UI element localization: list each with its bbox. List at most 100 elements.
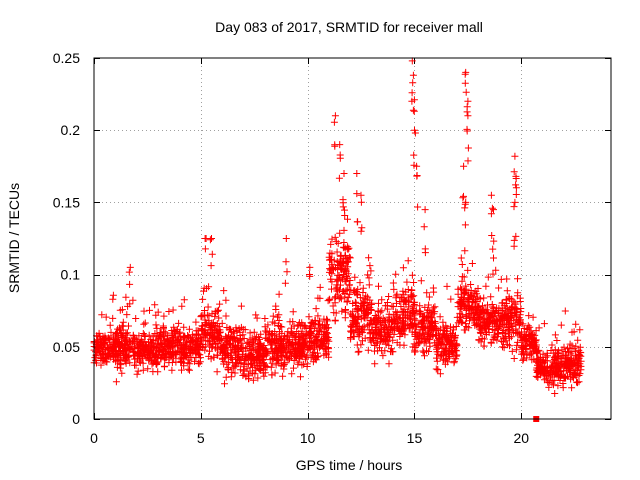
data-point: [206, 347, 213, 355]
x-tick-labels: 0 5 10 15 20: [90, 430, 529, 446]
data-point: [402, 309, 410, 317]
data-point: [461, 204, 469, 212]
data-point: [261, 315, 269, 322]
data-point: [271, 319, 279, 327]
data-point: [566, 344, 574, 352]
data-point: [314, 320, 322, 328]
data-point: [340, 226, 348, 234]
data-point: [161, 340, 169, 348]
data-point: [425, 293, 433, 301]
data-point: [200, 284, 208, 292]
data-point: [294, 345, 302, 353]
data-point: [109, 344, 116, 352]
data-point: [409, 71, 417, 79]
data-point: [385, 360, 393, 368]
data-point: [439, 323, 447, 331]
data-point: [332, 285, 340, 293]
data-point: [358, 300, 366, 307]
data-point: [321, 323, 329, 331]
y-axis-label: SRMTID / TECUs: [6, 183, 22, 293]
data-point: [464, 112, 472, 120]
data-point: [544, 378, 552, 386]
data-point: [228, 343, 236, 351]
data-points: [90, 57, 585, 422]
data-point: [387, 348, 394, 356]
data-point: [506, 342, 513, 350]
data-point: [369, 329, 377, 337]
data-point: [480, 335, 488, 343]
data-point: [468, 260, 476, 267]
data-point: [397, 303, 405, 310]
plot-frame: [93, 57, 612, 420]
data-point: [362, 309, 370, 317]
data-point: [254, 339, 262, 347]
data-point: [151, 301, 159, 309]
data-point: [449, 324, 457, 332]
data-point: [330, 118, 338, 126]
data-point: [511, 198, 519, 206]
data-point: [326, 265, 334, 273]
data-point: [463, 103, 471, 111]
x-tick-label: 0: [90, 430, 98, 446]
data-point: [241, 326, 249, 334]
data-point: [483, 306, 491, 314]
data-point: [332, 238, 340, 246]
data-point: [389, 336, 397, 344]
data-point: [325, 337, 333, 345]
data-point: [333, 248, 341, 256]
data-point: [337, 295, 345, 303]
data-point: [340, 244, 348, 252]
data-point: [390, 285, 398, 293]
data-point: [353, 170, 361, 177]
data-point: [211, 312, 219, 320]
data-point: [514, 275, 521, 283]
data-point: [347, 328, 355, 336]
data-point: [359, 328, 367, 336]
data-point: [113, 363, 121, 371]
data-point: [152, 321, 160, 329]
data-point: [213, 344, 221, 352]
data-point: [464, 144, 472, 152]
data-point: [426, 339, 434, 347]
data-point: [441, 356, 449, 364]
data-point: [220, 287, 228, 295]
data-point: [98, 353, 106, 361]
data-point: [478, 308, 486, 316]
data-point: [514, 338, 522, 346]
data-point: [134, 367, 142, 375]
data-point: [205, 283, 213, 291]
data-point: [102, 346, 110, 354]
data-point: [153, 358, 160, 366]
data-point: [501, 329, 509, 337]
data-point: [197, 312, 205, 320]
data-point: [568, 384, 576, 392]
data-point: [132, 315, 140, 322]
x-tick-label: 20: [513, 430, 529, 446]
data-point: [202, 337, 210, 345]
data-point: [322, 329, 330, 336]
data-point: [240, 370, 248, 378]
data-point: [300, 335, 308, 343]
data-point: [521, 336, 529, 344]
data-point: [365, 254, 373, 262]
data-point: [433, 357, 441, 365]
data-point: [281, 359, 289, 367]
data-point: [306, 337, 314, 345]
data-point: [534, 373, 542, 381]
data-point: [454, 290, 462, 298]
data-point: [408, 271, 416, 279]
data-point: [421, 336, 429, 344]
data-point: [378, 307, 386, 315]
data-point: [349, 300, 357, 307]
data-point: [290, 343, 297, 351]
data-point: [378, 319, 386, 326]
data-point: [482, 282, 490, 290]
data-point: [380, 335, 388, 343]
data-point: [338, 266, 346, 274]
data-point: [243, 365, 251, 373]
data-point: [126, 346, 134, 354]
data-point: [272, 334, 280, 342]
y-tick-label: 0.25: [53, 50, 80, 66]
data-point: [475, 336, 483, 344]
data-point: [276, 328, 283, 336]
